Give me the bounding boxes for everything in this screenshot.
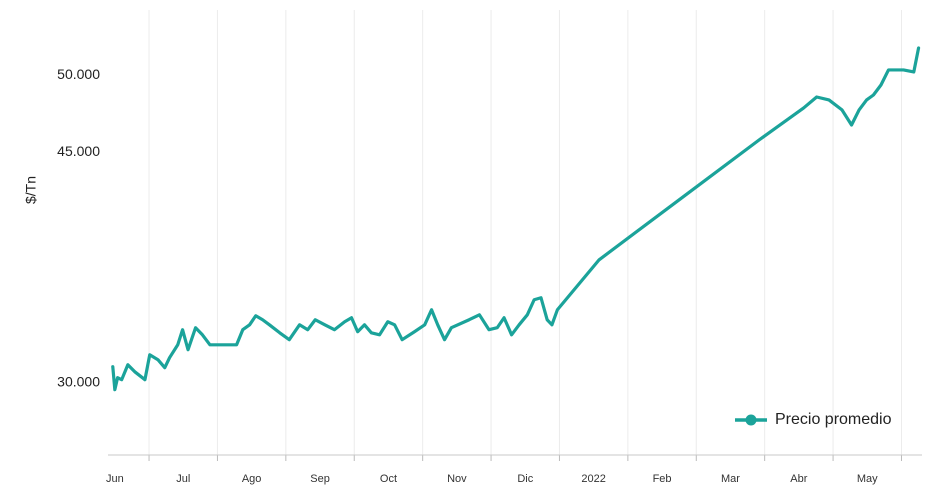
y-tick-label: 50.000: [57, 66, 100, 82]
y-axis-label: $/Tn: [23, 176, 39, 204]
x-tick-label: Nov: [447, 473, 467, 485]
x-tick-label: 2022: [581, 473, 605, 485]
legend-label: Precio promedio: [775, 411, 892, 428]
x-tick-label: Ago: [242, 473, 262, 485]
x-tick-label: Feb: [653, 473, 672, 485]
legend-marker: [745, 414, 757, 426]
x-tick-label: Jul: [176, 473, 190, 485]
x-tick-label: Jun: [106, 473, 124, 485]
x-tick-label: Oct: [380, 473, 397, 485]
x-tick-label: May: [857, 473, 878, 485]
y-tick-label: 45.000: [57, 143, 100, 159]
x-tick-label: Mar: [721, 473, 740, 485]
legend: Precio promedio: [735, 411, 892, 428]
x-tick-label: Dic: [517, 473, 533, 485]
x-tick-label: Sep: [310, 473, 330, 485]
x-tick-label: Abr: [790, 473, 807, 485]
line-series: [111, 46, 921, 392]
y-tick-label: 30.000: [57, 373, 100, 389]
